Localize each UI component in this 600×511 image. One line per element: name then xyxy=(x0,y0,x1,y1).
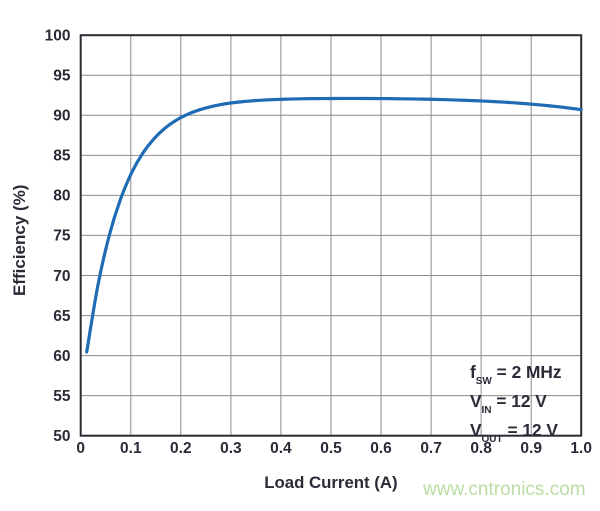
svg-text:1.0: 1.0 xyxy=(570,440,592,457)
svg-text:55: 55 xyxy=(53,388,71,405)
svg-text:0: 0 xyxy=(76,440,85,457)
svg-text:0.5: 0.5 xyxy=(320,440,342,457)
svg-text:85: 85 xyxy=(53,148,71,165)
svg-text:95: 95 xyxy=(53,68,71,85)
svg-text:0.3: 0.3 xyxy=(220,440,242,457)
svg-text:80: 80 xyxy=(53,188,70,205)
svg-text:0.1: 0.1 xyxy=(120,440,142,457)
svg-text:0.6: 0.6 xyxy=(370,440,392,457)
svg-text:100: 100 xyxy=(45,28,71,45)
svg-text:0.2: 0.2 xyxy=(170,440,192,457)
svg-text:90: 90 xyxy=(53,108,70,125)
svg-text:0.7: 0.7 xyxy=(420,440,442,457)
svg-text:70: 70 xyxy=(53,268,70,285)
svg-text:0.4: 0.4 xyxy=(270,440,292,457)
svg-text:60: 60 xyxy=(53,348,70,365)
svg-text:75: 75 xyxy=(53,228,71,245)
svg-text:50: 50 xyxy=(53,428,70,445)
svg-text:65: 65 xyxy=(53,308,71,325)
